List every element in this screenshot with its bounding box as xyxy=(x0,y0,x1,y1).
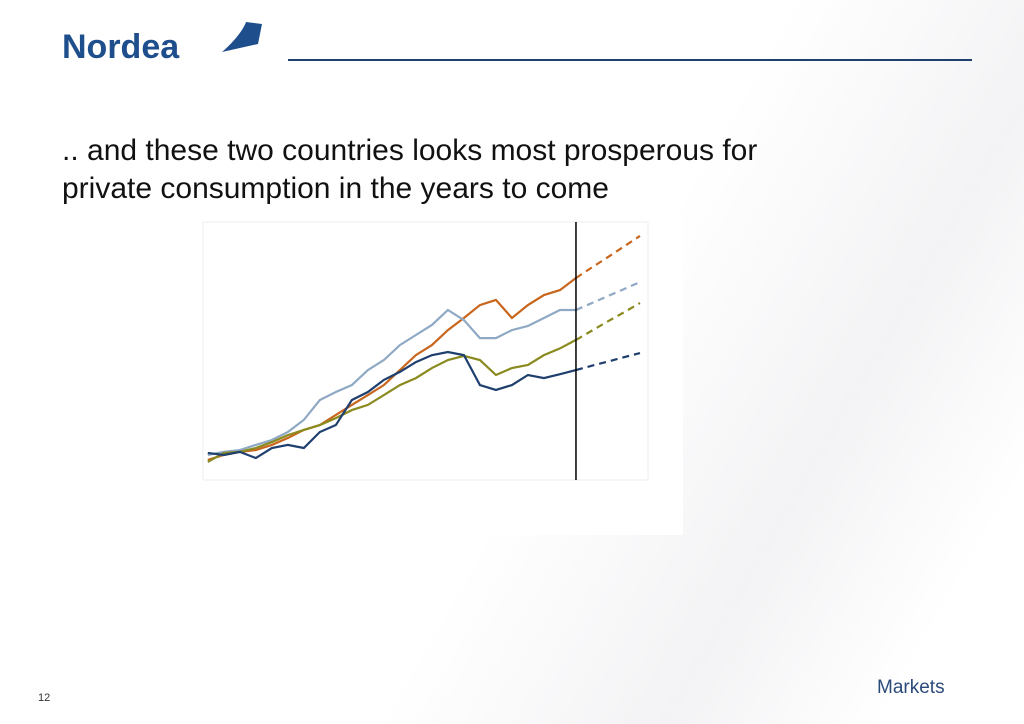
plot-frame xyxy=(202,221,649,481)
footer-label: Markets xyxy=(877,677,945,698)
slide-title: .. and these two countries looks most pr… xyxy=(62,134,758,205)
forecast-line xyxy=(575,302,641,341)
plot xyxy=(207,222,641,480)
logo-text: Nordea xyxy=(62,28,180,66)
forecast-line xyxy=(575,235,641,279)
history-line xyxy=(207,338,577,463)
chart-panel xyxy=(200,218,683,535)
page-number: 12 xyxy=(38,692,50,704)
history-line xyxy=(207,277,577,461)
history-line xyxy=(207,308,576,457)
logo-sail xyxy=(222,22,262,52)
history-line xyxy=(207,350,577,460)
